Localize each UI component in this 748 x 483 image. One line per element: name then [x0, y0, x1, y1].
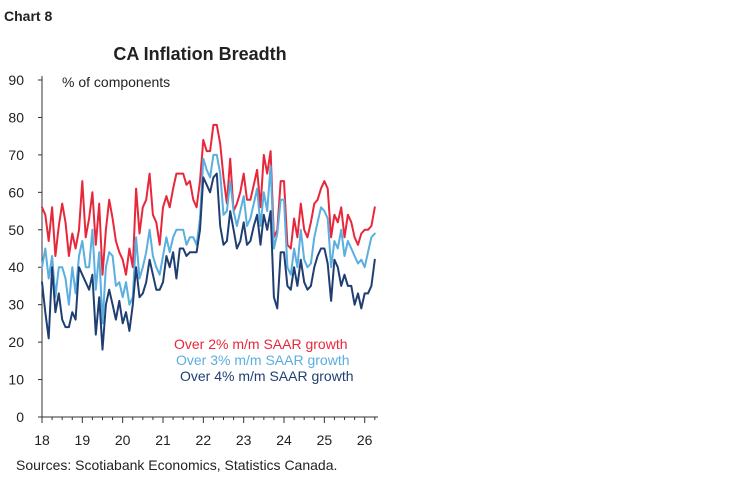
y-tick-label: 90: [8, 72, 24, 88]
x-tick-label: 18: [34, 432, 50, 448]
series-line-2: [41, 153, 376, 325]
x-tick-label: 22: [196, 432, 212, 448]
legend-entry-3: Over 4% m/m SAAR growth: [180, 368, 354, 384]
x-tick-label: 20: [115, 432, 131, 448]
chart-axes: 0 10 20 30 40 50 60 70 80 90 18 19 20 21 22 23 24 25 26: [8, 72, 378, 448]
series-line-1: [41, 123, 376, 276]
y-tick-label: 20: [8, 334, 24, 350]
y-tick-label: 0: [16, 409, 24, 425]
y-axis-unit-label: % of components: [62, 74, 171, 90]
y-tick-label: 30: [8, 297, 24, 313]
y-tick-label: 70: [8, 147, 24, 163]
y-tick-label: 40: [8, 259, 24, 275]
series-line-3: [41, 172, 376, 351]
source-note: Sources: Scotiabank Economics, Statistic…: [16, 457, 338, 473]
x-tick-label: 21: [155, 432, 171, 448]
x-tick-label: 26: [357, 432, 373, 448]
x-tick-label: 23: [236, 432, 252, 448]
y-tick-label: 80: [8, 109, 24, 125]
legend-entry-1: Over 2% m/m SAAR growth: [174, 336, 348, 352]
x-tick-label: 19: [75, 432, 91, 448]
chart-title: CA Inflation Breadth: [113, 44, 287, 64]
chart-number-label: Chart 8: [4, 8, 53, 24]
y-tick-label: 60: [8, 184, 24, 200]
y-tick-label: 50: [8, 222, 24, 238]
y-tick-label: 10: [8, 372, 24, 388]
legend-entry-2: Over 3% m/m SAAR growth: [176, 352, 350, 368]
x-tick-label: 25: [317, 432, 333, 448]
x-tick-label: 24: [276, 432, 292, 448]
chart-series-lines: [41, 123, 376, 351]
